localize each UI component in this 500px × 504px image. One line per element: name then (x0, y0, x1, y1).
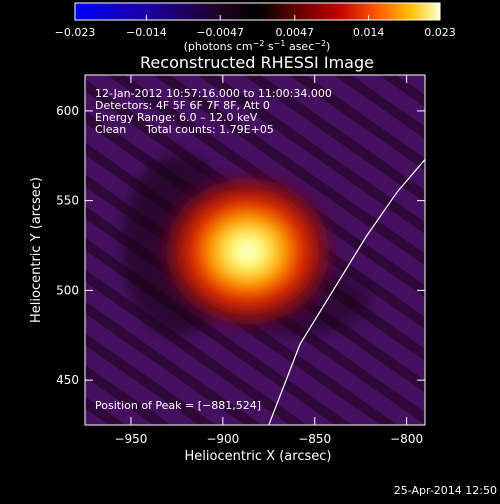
colorbar-ticks: −0.023 −0.014 −0.0047 0.0047 0.014 0.023 (55, 15, 456, 39)
colorbar-tick-label: 0.023 (424, 26, 456, 39)
y-tick-label: 600 (56, 104, 79, 118)
time-range-label: 12-Jan-2012 10:57:16.000 to 11:00:34.000 (95, 87, 332, 100)
image-area (85, 75, 425, 425)
colorbar-tick-label: 0.0047 (276, 26, 315, 39)
x-tick-label: −900 (206, 432, 239, 446)
total-counts-label: Total counts: 1.79E+05 (145, 123, 274, 136)
y-tick-label: 500 (56, 283, 79, 297)
colorbar (74, 2, 441, 21)
plot-frame (84, 74, 426, 426)
colorbar-tick-label: −0.0047 (196, 26, 244, 39)
y-axis-ticks: 450 500 550 600 (56, 104, 425, 387)
source-blob (152, 166, 343, 337)
colorbar-unit: (photons cm−2 s−1 asec−2) (184, 39, 331, 53)
x-axis-title: Heliocentric X (arcsec) (185, 449, 332, 464)
x-tick-label: −850 (298, 432, 331, 446)
colorbar-tick-label: −0.014 (126, 26, 167, 39)
colorbar-tick-label: −0.023 (55, 26, 96, 39)
y-tick-label: 550 (56, 194, 79, 208)
footer-timestamp: 25-Apr-2014 12:50 (394, 484, 497, 497)
x-tick-label: −950 (114, 432, 147, 446)
y-axis-title: Heliocentric Y (arcsec) (29, 177, 44, 323)
energy-range-label: Energy Range: 6.0 – 12.0 keV (95, 111, 258, 124)
y-tick-label: 450 (56, 373, 79, 387)
peak-position-label: Position of Peak = [−881,524] (95, 399, 261, 412)
colorbar-tick-label: 0.014 (353, 26, 385, 39)
chart-title: Reconstructed RHESSI Image (140, 53, 374, 72)
solar-limb (268, 159, 425, 425)
detectors-label: Detectors: 4F 5F 6F 7F 8F, Att 0 (95, 99, 270, 112)
x-tick-label: −800 (390, 432, 423, 446)
x-axis-ticks: −950 −900 −850 −800 (114, 75, 423, 446)
clean-label: Clean (95, 123, 126, 136)
